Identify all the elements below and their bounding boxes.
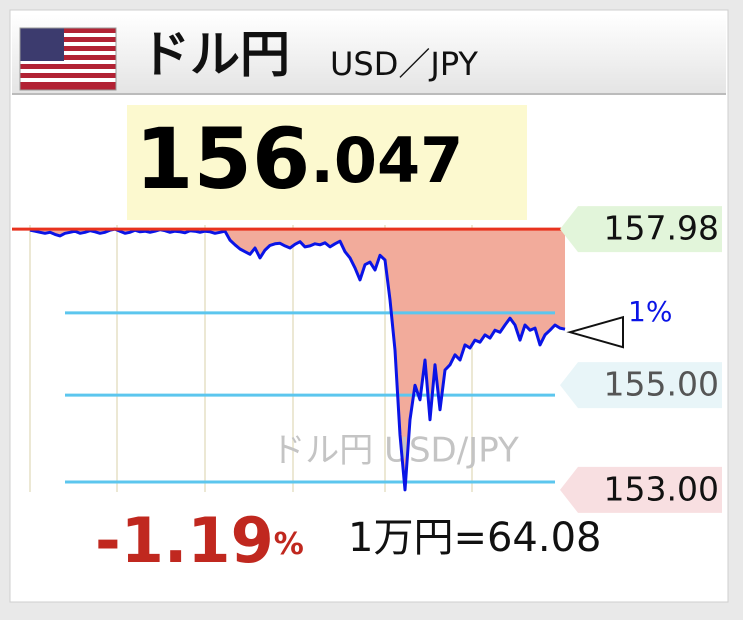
plot: ドル円 USD/JPY <box>29 227 566 492</box>
drawdown-area <box>30 229 565 490</box>
price-box <box>127 105 527 220</box>
price: 156.047 <box>135 110 463 208</box>
annotation: 1% <box>628 295 672 328</box>
conversion: 1万円=64.08 <box>348 515 601 561</box>
change-unit: % <box>274 527 304 562</box>
subtitle: USD／JPY <box>330 45 478 83</box>
tick-label-box <box>560 466 722 513</box>
change: -1.19% <box>95 504 304 577</box>
header-bar <box>12 14 726 94</box>
y-tick-label: 153.00 <box>604 469 719 508</box>
price-decimal: .047 <box>310 124 463 197</box>
tick-label-box <box>560 206 722 253</box>
tick-label-box <box>560 362 722 409</box>
title: ドル円 <box>140 26 290 84</box>
y-tick-label: 155.00 <box>604 365 719 404</box>
watermark: ドル円 USD/JPY <box>271 431 519 471</box>
y-tick-label: 157.98 <box>604 209 719 248</box>
price-line <box>29 227 566 492</box>
flag <box>19 27 117 91</box>
axis: 1% 157.98 155.00 153.00 <box>12 206 722 513</box>
current-marker <box>566 315 624 349</box>
change-value: -1.19 <box>95 504 274 577</box>
price-integer: 156 <box>135 110 310 208</box>
